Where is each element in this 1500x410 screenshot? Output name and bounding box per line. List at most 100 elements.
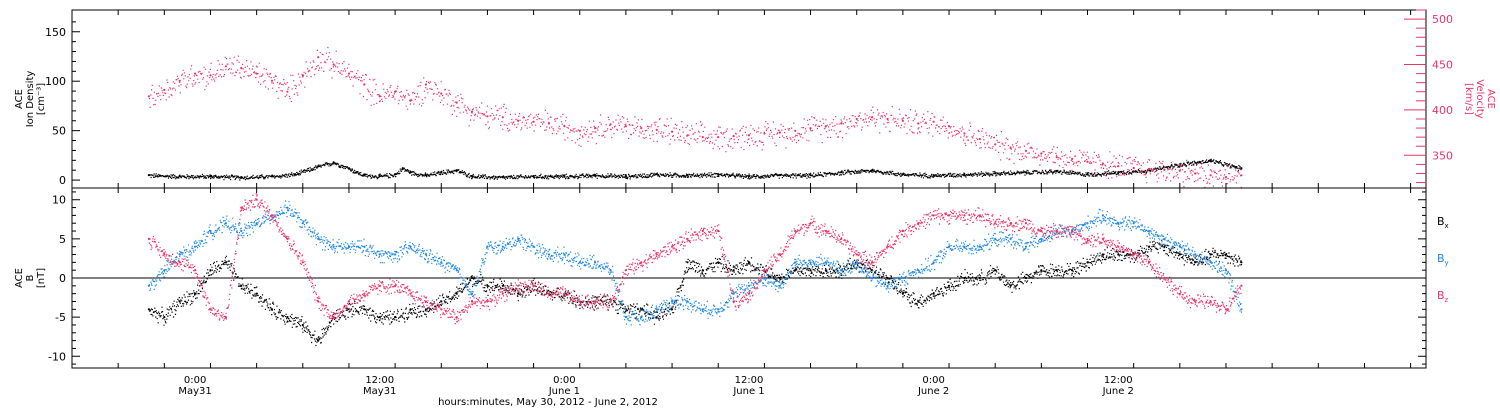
data-point [286,90,289,93]
y2-axis-label-line: ACE [1485,89,1496,109]
data-point [1147,229,1151,233]
data-point [871,116,874,119]
data-point [1040,229,1043,233]
data-point [147,95,150,98]
data-point [455,292,458,295]
data-point [209,74,212,77]
legend-subscript: y [1445,259,1449,267]
y-tick-label: 5 [59,233,66,246]
legend-subscript: x [1445,222,1449,230]
data-point [486,115,489,118]
data-point [194,245,197,248]
y2-axis-label: ACEVelocity[km/s] [1463,79,1496,118]
data-point [255,72,258,75]
data-point [809,127,812,130]
top-plot-area [147,46,1243,188]
y2-tick-label: 500 [1432,13,1453,26]
data-point [747,134,751,137]
data-point [163,253,166,256]
y-tick-label: -10 [48,350,66,363]
data-point [701,229,704,233]
data-point [824,125,828,128]
x-tick-label-day: May31 [363,386,396,397]
data-point [501,116,504,119]
data-point [1209,174,1212,177]
data-point [1147,167,1151,170]
y-axis-label-line: Ion Density [25,71,36,128]
y-axis-label-line: ACE [14,89,25,109]
y2-axis-label-line: Velocity [1474,79,1485,118]
series-points [148,239,1243,347]
series-points [148,200,1243,326]
data-point [701,136,704,139]
data-point [624,125,628,128]
data-point [640,127,643,130]
data-point [578,129,581,132]
x-tick-label-day: June 1 [548,386,580,397]
y-axis-label: ACEIon Density[cm⁻³] [14,71,47,128]
data-point [1132,166,1135,170]
data-point [1040,237,1043,240]
series-points [148,193,1243,325]
legend-label: B [1437,289,1445,302]
series-points [148,158,1243,181]
y-tick-label: 50 [52,125,66,138]
x-tick-label-day: June 2 [1102,386,1134,397]
data-point [147,308,150,311]
data-point [655,308,658,311]
series-points [148,46,1242,188]
x-tick-label-day: June 2 [917,386,949,397]
data-point [1240,308,1243,311]
data-point [886,117,889,121]
legend-label: B [1437,215,1445,228]
data-point [547,122,551,125]
data-point [794,229,797,233]
data-point [978,137,981,141]
data-point [809,261,812,264]
x-tick-label-time: 0:00 [184,375,206,386]
data-point [440,261,443,264]
data-point [240,229,243,233]
data-point [194,72,197,75]
data-point [363,292,366,295]
top-panel-frame [71,9,1427,189]
data-point [286,206,289,209]
y-tick-label: 0 [59,174,66,187]
data-point [963,132,966,135]
x-tick-label-time: 12:00 [365,375,394,386]
data-point [855,117,858,121]
y2-tick-label: 450 [1432,58,1453,71]
legend-label: B [1437,252,1445,265]
y-axis-label: ACEB[nT] [14,268,47,288]
data-point [178,79,181,82]
y-axis-label-line: ACE [14,268,25,288]
data-point [1071,229,1074,233]
data-point [747,284,751,287]
data-point [332,63,335,66]
series-bz [147,193,1243,325]
data-point [378,95,381,98]
data-point [424,253,427,256]
data-point [517,292,520,295]
data-point [1101,162,1104,165]
data-point [332,245,335,248]
data-point [317,56,320,59]
data-point [655,253,658,256]
data-point [1071,269,1074,272]
data-point [794,129,797,132]
data-point [270,79,274,82]
data-point [440,92,443,95]
x-tick-label-day: May31 [178,386,211,397]
data-point [655,128,658,131]
y-axis-label-line: [nT] [36,268,47,288]
data-point [1086,160,1089,163]
y-tick-label: 100 [45,75,66,88]
data-point [347,72,351,75]
series-by [147,200,1243,326]
x-tick-label-time: 12:00 [735,375,764,386]
y-axis-label-line: B [25,274,36,281]
x-tick-label-time: 0:00 [553,375,575,386]
